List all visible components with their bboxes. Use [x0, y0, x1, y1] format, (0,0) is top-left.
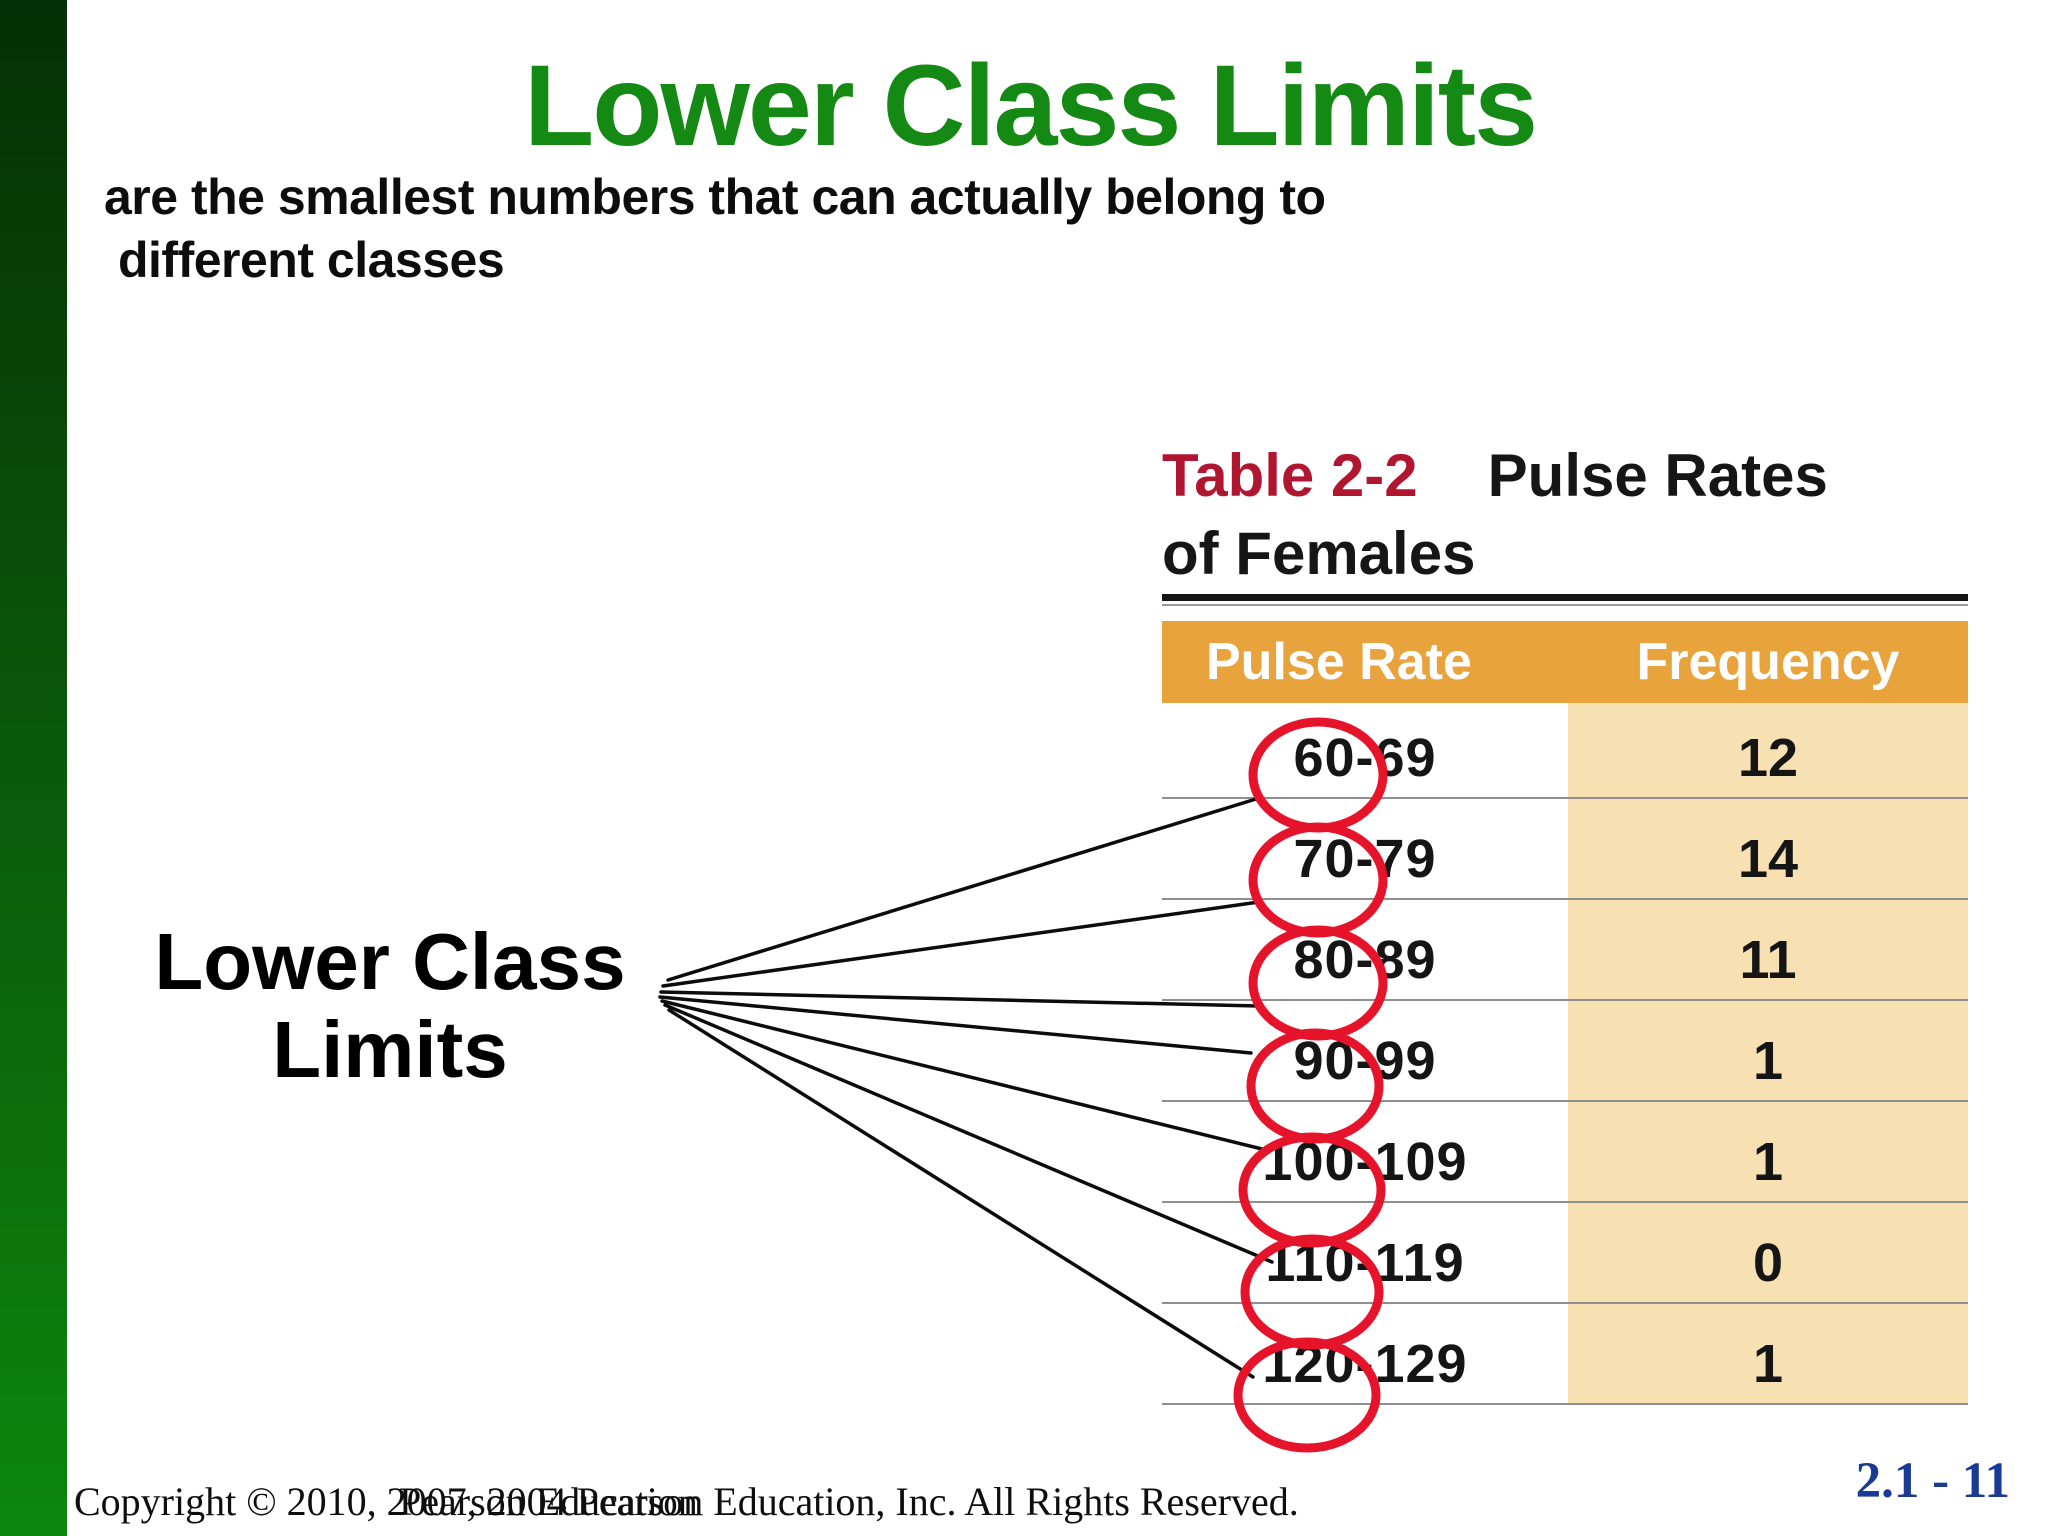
lower-class-limits-label-line1: Lower Class: [154, 917, 626, 1006]
frequency-cell: 11: [1568, 900, 1968, 1001]
column-header-frequency: Frequency: [1636, 633, 1900, 691]
pulse-rate-cell: 80-89: [1162, 900, 1568, 1001]
table-caption-line1: Table 2-2 Pulse Rates: [1162, 437, 1968, 515]
table-caption: Table 2-2 Pulse Rates of Females: [1162, 437, 1968, 593]
pulse-rate-cell: 60-69: [1162, 703, 1568, 799]
table-top-rule-shadow: [1162, 604, 1968, 606]
table-top-rule: [1162, 594, 1968, 601]
body-text: are the smallest numbers that can actual…: [104, 166, 1326, 292]
body-text-line2: different classes: [118, 232, 505, 288]
pulse-rate-cell: 120-129: [1162, 1304, 1568, 1405]
table-row: 80-89 11: [1162, 900, 1968, 1001]
column-header-pulse-rate: Pulse Rate: [1206, 633, 1472, 691]
pulse-rate-cell: 100-109: [1162, 1102, 1568, 1203]
frequency-cell: 0: [1568, 1203, 1968, 1304]
table-caption-line2: of Females: [1162, 520, 1476, 587]
table-caption-tag: Table 2-2: [1162, 442, 1418, 509]
lower-class-limits-label-line2: Limits: [272, 1005, 508, 1094]
frequency-cell: 1: [1568, 1001, 1968, 1102]
copyright-text: Copyright © 2010, 2007, 2004 Pearson Edu…: [74, 1479, 1299, 1524]
frequency-cell: 12: [1568, 703, 1968, 799]
frequency-cell: 1: [1568, 1304, 1968, 1405]
table-caption-title: Pulse Rates: [1487, 442, 1828, 509]
frequency-table: Table 2-2 Pulse Rates of Females Pulse Ra…: [1162, 437, 1968, 1405]
sidebar-green-gradient: [0, 0, 67, 1536]
table-row: 70-79 14: [1162, 799, 1968, 900]
pulse-rate-cell: 110-119: [1162, 1203, 1568, 1304]
table-row: 60-69 12: [1162, 703, 1968, 799]
pulse-rate-cell: 70-79: [1162, 799, 1568, 900]
pulse-rate-cell: 90-99: [1162, 1001, 1568, 1102]
body-text-line1: are the smallest numbers that can actual…: [104, 169, 1326, 225]
lower-class-limits-label: Lower Class Limits: [120, 918, 660, 1094]
table-row: 110-119 0: [1162, 1203, 1968, 1304]
frequency-cell: 1: [1568, 1102, 1968, 1203]
table-header-row: Pulse Rate Frequency: [1162, 621, 1968, 703]
table-row: 90-99 1: [1162, 1001, 1968, 1102]
frequency-cell: 14: [1568, 799, 1968, 900]
table-row: 120-129 1: [1162, 1304, 1968, 1405]
page-number: 2.1 - 11: [1855, 1453, 2010, 1509]
slide-title: Lower Class Limits: [523, 42, 1538, 170]
table-row: 100-109 1: [1162, 1102, 1968, 1203]
copyright-overlay-text: Pearson Education: [399, 1479, 698, 1524]
